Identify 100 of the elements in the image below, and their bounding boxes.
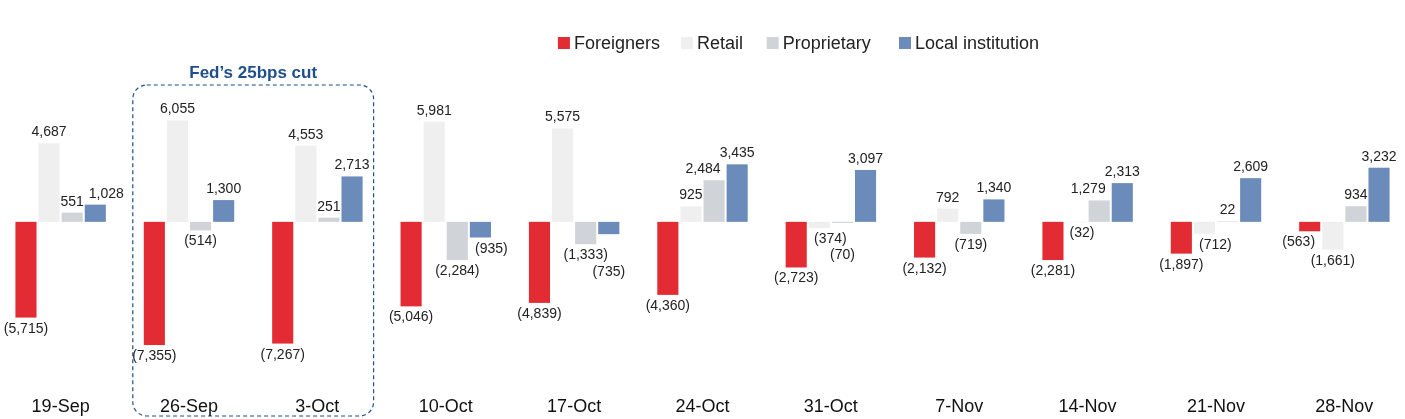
data-label: (374)	[813, 230, 847, 247]
data-label: 5,575	[545, 108, 581, 125]
data-label: 6,055	[159, 100, 196, 117]
text: Fed’s 25bps cut	[189, 63, 318, 82]
bar	[38, 143, 60, 222]
data-label: (1,661)	[1310, 251, 1355, 268]
bar	[1240, 178, 1262, 222]
data-label: (5,715)	[3, 319, 49, 336]
x-tick-label: 19-Sep	[31, 396, 90, 416]
bar	[1170, 221, 1192, 254]
bar	[423, 121, 445, 222]
data-label: 934	[1344, 186, 1368, 203]
x-tick-label: 14-Nov	[1058, 396, 1117, 416]
data-label: 2,713	[334, 156, 370, 173]
bar	[190, 221, 212, 231]
data-label: 3,097	[848, 149, 884, 166]
data-label: (735)	[592, 263, 626, 280]
bar	[272, 221, 294, 344]
x-tick-label: 28-Nov	[1315, 396, 1374, 416]
data-label: (5,046)	[388, 308, 434, 325]
data-label: 251	[317, 197, 341, 214]
bar	[785, 221, 807, 268]
bar	[1111, 183, 1133, 222]
bar	[575, 221, 597, 245]
legend-label: Proprietary	[782, 33, 871, 53]
x-tick-label: 3-Oct	[295, 396, 340, 416]
data-label: 5,981	[416, 101, 452, 118]
bar	[61, 212, 83, 222]
bar	[1345, 206, 1367, 222]
data-label: (563)	[1282, 233, 1316, 250]
bar	[1042, 221, 1064, 261]
data-label: 1,279	[1070, 180, 1106, 197]
data-label: (1,333)	[563, 246, 608, 263]
data-label: 1,340	[976, 179, 1012, 196]
data-label: (514)	[184, 232, 217, 249]
data-label: (935)	[475, 239, 508, 256]
data-label: (4,360)	[645, 296, 691, 313]
bar	[1322, 221, 1344, 250]
data-label: (712)	[1199, 235, 1232, 252]
data-label: (32)	[1069, 224, 1095, 241]
data-label: 3,435	[719, 144, 755, 161]
data-label: (70)	[829, 246, 855, 263]
bar	[552, 128, 574, 222]
x-tick-label: 10-Oct	[418, 396, 473, 416]
bar	[213, 200, 235, 222]
data-label: (1,897)	[1159, 255, 1204, 272]
bar	[318, 217, 340, 222]
bar	[1368, 167, 1390, 222]
bar	[446, 221, 468, 261]
bar	[469, 221, 491, 238]
data-label: (2,132)	[902, 259, 947, 276]
bar	[808, 221, 830, 229]
data-label: (7,267)	[260, 345, 305, 362]
bar	[341, 176, 363, 222]
bar	[295, 145, 317, 222]
bar	[657, 221, 679, 295]
data-label: 1,028	[88, 184, 125, 201]
data-label: 2,484	[685, 160, 721, 177]
bar	[854, 169, 877, 222]
x-tick-label: 17-Oct	[547, 396, 602, 416]
bar	[914, 221, 936, 258]
legend-label: Foreigners	[573, 33, 660, 53]
x-tick-label: 26-Sep	[159, 396, 219, 416]
bar	[400, 221, 422, 307]
data-label: 22	[1219, 201, 1236, 218]
bar	[937, 208, 959, 222]
bar	[960, 221, 982, 234]
bar	[1088, 200, 1110, 222]
bar	[680, 206, 702, 222]
data-label: 925	[679, 186, 703, 203]
bar	[1193, 221, 1215, 234]
data-label: 3,232	[1361, 147, 1397, 164]
data-label: 1,300	[206, 180, 242, 197]
legend-label: Retail	[696, 33, 743, 53]
data-label: 4,687	[31, 123, 67, 140]
legend-label: Local institution	[915, 33, 1040, 53]
x-tick-label: 31-Oct	[803, 396, 858, 416]
x-tick-label: 21-Nov	[1186, 396, 1246, 416]
data-label: 792	[936, 188, 960, 205]
bar	[1299, 221, 1321, 232]
bar	[598, 221, 620, 235]
bar	[703, 180, 725, 222]
data-label: (2,281)	[1030, 262, 1076, 279]
data-label: (4,839)	[517, 304, 562, 321]
data-label: (7,355)	[132, 347, 177, 364]
bar	[143, 221, 165, 346]
bar	[15, 221, 37, 318]
data-label: 2,313	[1104, 163, 1141, 180]
data-label: 4,553	[288, 125, 324, 142]
x-tick-label: 7-Nov	[935, 396, 984, 416]
bar	[84, 204, 106, 222]
data-label: (2,723)	[774, 269, 819, 286]
data-label: (719)	[954, 235, 988, 252]
data-label: 2,609	[1233, 158, 1269, 175]
bar	[528, 221, 551, 303]
bar	[166, 120, 189, 222]
bar	[726, 164, 748, 222]
bar	[983, 199, 1005, 222]
data-label: 551	[60, 192, 85, 209]
x-tick-label: 24-Oct	[675, 396, 730, 416]
